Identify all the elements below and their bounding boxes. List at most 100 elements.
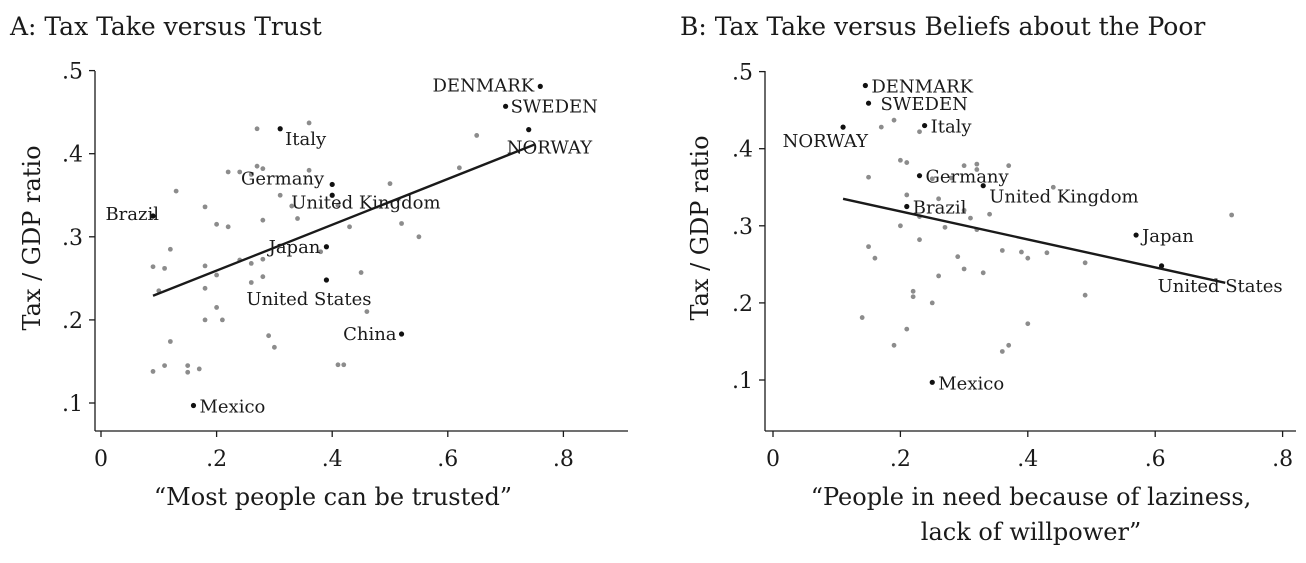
- panel-b-point-mexico: [929, 379, 935, 385]
- panel-b-point-japan: [1133, 232, 1139, 238]
- panel-a-data-point: [260, 166, 266, 172]
- panel-a-data-point: [306, 167, 312, 173]
- panel-b-data-point: [917, 129, 922, 135]
- panel-b-label-norway: NORWAY: [783, 131, 870, 152]
- panel-a-data-point: [225, 169, 231, 175]
- panel-a-data-point: [416, 234, 422, 240]
- panel-a-data-point: [387, 181, 393, 187]
- panel-b-data-point: [872, 255, 878, 261]
- panel-b-data-point: [898, 157, 903, 163]
- panel-b-point-germany: [916, 173, 923, 179]
- panel-a-point-sweden: [503, 103, 509, 109]
- panel-a-point-germany: [329, 181, 335, 188]
- panel-a-y-tick-label: .2: [62, 309, 83, 334]
- panel-b-data-point: [968, 215, 973, 221]
- panel-b-label-mexico: Mexico: [938, 373, 1004, 394]
- panel-a-label-china: China: [343, 324, 397, 345]
- panel-a-x-tick-label: .6: [437, 447, 458, 472]
- panel-a-data-point: [202, 204, 208, 210]
- panel-b-data-point: [866, 174, 871, 180]
- panel-b-data-point: [891, 342, 897, 348]
- panel-a-points: [150, 83, 543, 409]
- panel-a-label-germany: Germany: [241, 168, 325, 189]
- panel-a-x-tick-label: 0: [94, 447, 108, 472]
- panel-b-data-point: [878, 124, 884, 130]
- panel-b-data-point: [891, 117, 897, 123]
- panel-a-data-point: [254, 126, 260, 132]
- panel-b-point-sweden: [865, 100, 872, 106]
- panel-b-x-axis-title-line1: “People in need because of laziness,: [811, 483, 1252, 511]
- panel-b-point-united-states: [1158, 263, 1165, 269]
- panel-a-data-point: [162, 363, 167, 369]
- panel-b-data-point: [999, 248, 1005, 253]
- panel-a-title: A: Tax Take versus Trust: [9, 12, 322, 41]
- panel-a-y-axis-title: Tax / GDP ratio: [18, 145, 46, 330]
- panel-b-y-tick-label: .1: [732, 369, 753, 394]
- panel-a-data-point: [260, 217, 266, 223]
- panel-b-data-point: [904, 192, 910, 198]
- panel-a-point-denmark: [537, 83, 543, 89]
- panel-a-data-point: [358, 270, 364, 275]
- panel-b-data-point: [1006, 342, 1012, 348]
- panel-b-fit-line: [842, 197, 1226, 285]
- panel-b-data-point: [904, 160, 910, 165]
- panel-b-x-tick-label: .8: [1272, 447, 1293, 472]
- panel-b-x-tick-label: .6: [1145, 447, 1166, 472]
- panel-a-point-japan: [323, 244, 330, 250]
- panel-a-data-point: [225, 224, 231, 230]
- panel-a-label-italy: Italy: [285, 129, 327, 150]
- panel-a-data-point: [260, 256, 266, 262]
- panel-a-label-sweden: SWEDEN: [511, 96, 598, 117]
- panel-b-data-point: [917, 237, 922, 243]
- panel-a-point-norway: [526, 127, 532, 133]
- panel-b-data-point: [936, 273, 942, 279]
- panel-b-data-point: [866, 244, 871, 250]
- panel-a-data-point: [277, 192, 283, 198]
- panel-b-data-point: [961, 163, 967, 169]
- panel-a-data-point: [185, 363, 191, 369]
- panel-a-y-tick-label: .3: [62, 226, 83, 251]
- panel-b-data-point: [1229, 212, 1235, 218]
- panel-b-axes: .1 .2 .3 .4 .5 0 .2 .4 .6 .8: [732, 61, 1296, 472]
- panel-a-x-tick-label: .2: [206, 447, 227, 472]
- panel-b-point-italy: [922, 122, 928, 129]
- panel-a-data-point: [202, 317, 208, 323]
- panel-b-data-point: [999, 349, 1005, 354]
- panel-a-data-point: [214, 272, 220, 278]
- panel-a-data-point: [248, 260, 254, 266]
- panel-b-data-point: [1006, 163, 1012, 169]
- panel-b-x-tick-label: .4: [1017, 447, 1038, 472]
- panel-b-point-united-kingdom: [980, 183, 986, 189]
- panel-a-data-point: [150, 264, 156, 270]
- panel-a-label-japan: Japan: [267, 237, 321, 258]
- panel-b-data-point: [974, 167, 980, 172]
- panel-b-data-point: [980, 270, 986, 276]
- panel-a-data-point: [289, 203, 295, 209]
- panel-b-label-japan: Japan: [1140, 226, 1194, 247]
- panel-a-label-united-states: United States: [246, 289, 371, 310]
- panel-a-data-point: [456, 165, 462, 171]
- panel-a-y-tick-label: .4: [62, 143, 83, 168]
- panel-a-data-point: [202, 263, 208, 269]
- panel-a-y-tick-label: .1: [62, 392, 83, 417]
- panel-b-data-point: [942, 224, 948, 230]
- panel-a-label-mexico: Mexico: [199, 396, 265, 417]
- panel-a-data-point: [219, 317, 225, 323]
- panel-b-y-axis-title: Tax / GDP ratio: [686, 135, 714, 320]
- panel-b-point-denmark: [862, 82, 868, 89]
- panel-a-point-china: [398, 331, 405, 337]
- panel-b-x-axis-title-line2: lack of willpower”: [921, 518, 1141, 546]
- panel-a-data-point: [295, 216, 300, 221]
- panel-a-data-point: [162, 265, 167, 271]
- panel-a-data-point: [318, 249, 324, 255]
- panel-b-data-point: [904, 326, 910, 332]
- panel-a-data-point: [306, 120, 312, 126]
- panel-b-point-norway: [840, 124, 846, 130]
- panel-b-data-point: [1019, 249, 1024, 255]
- panel-b-data-point: [1082, 260, 1088, 266]
- panel-a-x-tick-label: .8: [553, 447, 574, 472]
- panel-b-fit: [842, 197, 1226, 285]
- panel-a-label-brazil: Brazil: [105, 204, 159, 225]
